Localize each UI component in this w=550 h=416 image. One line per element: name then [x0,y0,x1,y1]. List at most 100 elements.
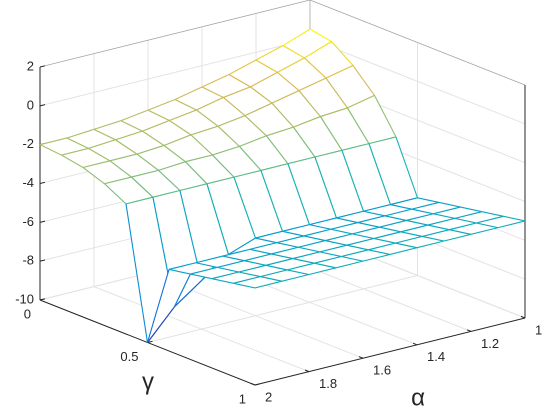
mesh-face [320,245,369,257]
mesh-face [239,135,288,171]
mesh-face [212,146,261,178]
mesh-edge [265,258,294,266]
mesh-edge [217,125,240,147]
mesh-edge [244,260,267,266]
mesh-face [422,229,471,242]
mesh-edge [497,220,526,229]
mesh-face [218,115,267,147]
mesh-face [115,131,164,155]
mesh-edge [109,153,138,162]
mesh-face [271,247,320,259]
mesh-edge [368,249,391,255]
mesh-edge [314,255,342,264]
mesh-edge [147,99,176,111]
mesh-edge [115,130,143,141]
mesh-face [476,216,525,228]
mesh-edge [363,203,391,212]
mesh-edge [400,231,423,237]
mesh-face [266,258,315,270]
mesh-edge [66,128,95,139]
z-tick-label: -4 [22,175,34,190]
mesh-edge [287,163,311,225]
mesh-edge [427,217,456,226]
x-axis [254,317,526,386]
mesh-edge [217,266,240,273]
mesh-edge [185,154,213,163]
mesh-edge [346,237,375,246]
mesh-edge [217,260,245,268]
mesh-edge [357,215,386,224]
z-tick-label: -2 [22,136,34,151]
mesh-edge [271,90,300,104]
mesh-face [449,223,498,235]
mesh-edge [352,226,380,235]
mesh-edge [325,65,354,79]
grid-line [147,275,418,343]
mesh-edge [271,246,299,255]
mesh-edge [336,217,359,224]
mesh-edge [341,249,369,258]
mesh-face [207,177,256,255]
mesh-edge [362,253,391,262]
mesh-face [320,107,369,151]
mesh-edge [282,230,305,237]
mesh-edge [298,246,321,253]
mesh-edge [352,65,375,96]
mesh-edge [347,107,370,144]
mesh-face [244,253,293,266]
mesh-edge [304,57,327,79]
mesh-edge [168,268,191,275]
mesh-edge [352,233,375,240]
mesh-edge [282,28,311,47]
x-tick-label: 2 [265,389,272,404]
mesh-face [299,78,348,117]
mesh-edge [233,176,257,239]
mesh-edge [201,73,230,88]
mesh-edge [163,145,186,163]
mesh-edge [277,71,300,92]
mesh-edge [330,228,353,235]
mesh-edge [292,258,315,264]
mesh-edge [228,237,256,255]
mesh-edge [228,59,257,75]
mesh-edge [411,201,440,210]
mesh-edge [384,208,413,217]
mesh-edge [217,115,246,127]
mesh-edge [82,160,111,169]
mesh-edge [82,167,105,185]
mesh-edge [454,217,477,224]
mesh-edge [335,260,364,269]
mesh-edge [276,242,299,248]
mesh-edge [319,251,342,258]
mesh-edge [309,217,337,226]
mesh-face [228,238,277,255]
mesh-edge [233,276,261,284]
mesh-edge [206,176,235,185]
mesh-edge [379,226,402,233]
mesh-edge [39,137,68,146]
mesh-edge [346,244,369,251]
mesh-edge [265,264,288,271]
mesh-edge [260,269,288,278]
mesh-edge [61,147,89,156]
mesh-edge [196,96,224,111]
mesh-edge [422,229,450,237]
mesh-face [406,213,455,226]
mesh-edge [319,244,348,253]
mesh-face [169,262,218,275]
mesh-edge [238,271,261,278]
mesh-edge [147,306,175,343]
mesh-edge [503,215,526,222]
mesh-edge [325,240,348,246]
mesh-edge [449,229,472,235]
mesh-edge [422,235,445,242]
mesh-face [314,256,363,268]
mesh-face [104,177,153,204]
mesh-edge [93,120,122,130]
y-axis-label: γ [142,368,154,395]
mesh-edge [244,115,267,137]
mesh-edge [341,150,365,212]
mesh-face [137,145,186,171]
mesh-face [175,86,224,110]
